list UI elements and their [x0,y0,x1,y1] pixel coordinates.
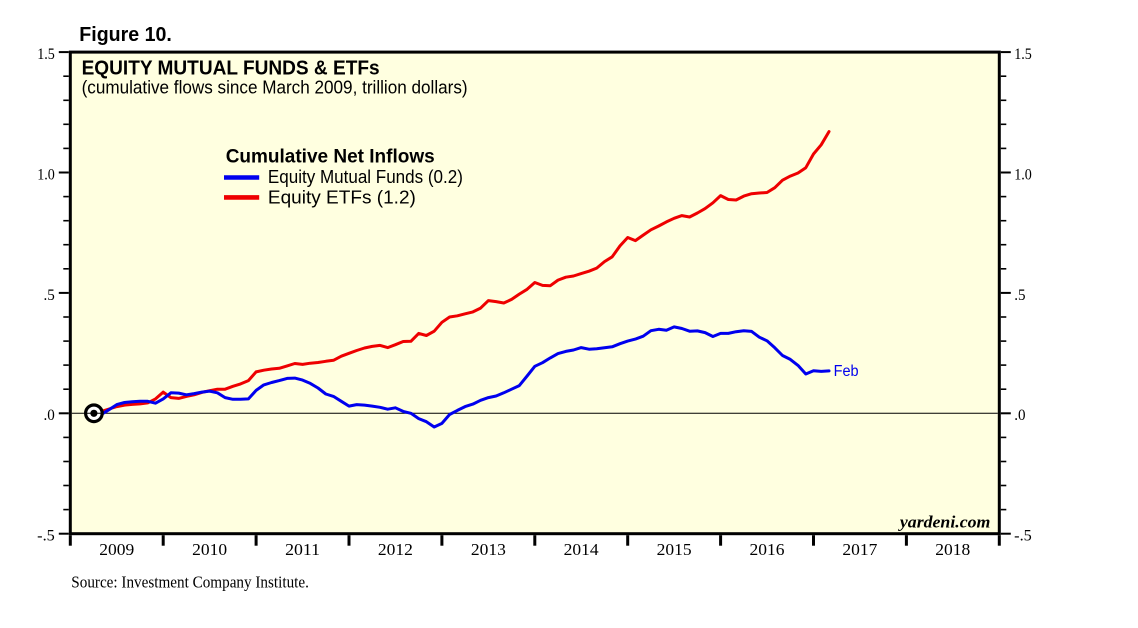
svg-text:-.5: -.5 [1014,528,1032,545]
svg-text:2011: 2011 [285,540,320,559]
svg-text:2018: 2018 [935,540,970,559]
svg-text:Source: Investment Company Ins: Source: Investment Company Institute. [71,573,309,592]
svg-text:yardeni.com: yardeni.com [898,512,991,531]
svg-text:Figure 10.: Figure 10. [79,24,172,46]
svg-text:.0: .0 [44,407,55,424]
svg-text:1.5: 1.5 [1014,46,1032,63]
svg-text:1.0: 1.0 [37,166,55,183]
svg-text:.5: .5 [1014,287,1025,304]
svg-text:2012: 2012 [378,540,413,559]
svg-text:.5: .5 [44,287,55,304]
svg-text:-.5: -.5 [37,528,55,545]
svg-text:Equity ETFs (1.2): Equity ETFs (1.2) [268,187,416,208]
svg-text:1.0: 1.0 [1014,166,1032,183]
svg-text:2014: 2014 [564,540,599,559]
svg-text:Feb: Feb [834,363,859,380]
svg-text:(cumulative flows since March: (cumulative flows since March 2009, tril… [82,77,468,98]
svg-text:2016: 2016 [750,540,785,559]
svg-text:Equity Mutual Funds (0.2): Equity Mutual Funds (0.2) [268,166,463,187]
svg-text:1.5: 1.5 [37,46,55,63]
svg-text:2013: 2013 [471,540,506,559]
svg-text:2017: 2017 [842,540,877,559]
svg-text:2009: 2009 [99,540,134,559]
svg-text:Cumulative Net Inflows: Cumulative Net Inflows [226,146,435,168]
svg-text:.0: .0 [1014,407,1025,424]
svg-text:EQUITY MUTUAL FUNDS & ETFs: EQUITY MUTUAL FUNDS & ETFs [82,58,380,80]
svg-text:2010: 2010 [192,540,227,559]
svg-text:2015: 2015 [657,540,692,559]
